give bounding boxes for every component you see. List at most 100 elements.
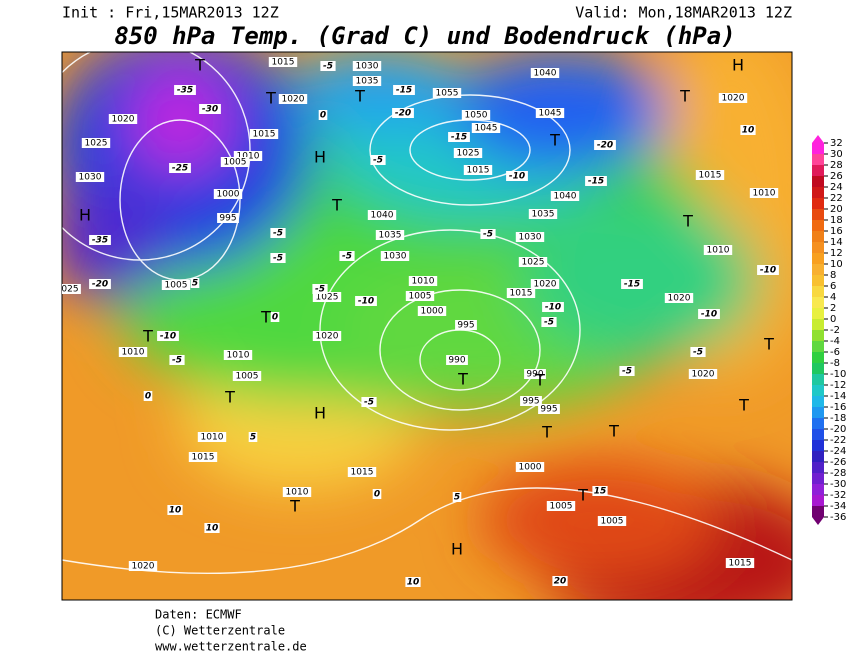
pressure-center: H (732, 56, 744, 75)
isobar-label: 1005 (601, 517, 624, 527)
pressure-center: T (577, 486, 588, 505)
isobar-label: 1030 (384, 252, 407, 262)
isobar-label: 990 (526, 370, 543, 380)
temperature-label-box (318, 110, 328, 120)
isobar-label-box (432, 88, 462, 98)
isobar-label: 1005 (224, 158, 247, 168)
isobar-label: 1010 (122, 348, 145, 358)
isobar-label: 1010 (227, 351, 250, 361)
copyright: (C) Wetterzentrale (155, 624, 285, 638)
map-field (62, 52, 792, 600)
isobar-label-box (528, 209, 558, 219)
temperature-label-box (89, 279, 111, 289)
isobar-label-box (664, 293, 694, 303)
temperature-label: 10 (206, 524, 219, 534)
colorbar-cell (812, 220, 824, 231)
temperature-label: -5 (315, 285, 325, 295)
pressure-center: T (265, 89, 276, 108)
colorbar-cell (812, 231, 824, 242)
isobar-label: 990 (448, 356, 465, 366)
colorbar-label: -6 (830, 347, 840, 358)
isobar-label-box (352, 61, 382, 71)
isobar-label: 1020 (112, 115, 135, 125)
temperature-label: -20 (597, 141, 613, 151)
isobar-label: 1015 (351, 468, 374, 478)
isobar-label-box (128, 561, 158, 571)
isobar-label: 1020 (722, 94, 745, 104)
temperature-label-box (361, 397, 377, 407)
isobar-label-box (524, 369, 546, 379)
isobar-label: 995 (522, 397, 539, 407)
pressure-center: T (354, 87, 365, 106)
temperature-label: -25 (172, 164, 188, 174)
temperature-label: -5 (273, 254, 283, 264)
temperature-label: -5 (323, 62, 333, 72)
colorbar-label: 16 (830, 226, 843, 237)
isobar-label-box (312, 292, 342, 302)
colorbar-arrow-bottom (812, 517, 824, 525)
isobar-label: 1010 (237, 152, 260, 162)
temperature-label-box (143, 391, 153, 401)
colorbar-cell (812, 440, 824, 451)
temperature-label-box (167, 505, 183, 515)
temperature-label: 10 (169, 506, 182, 516)
colorbar-label: -14 (830, 391, 846, 402)
isobar-label-box (455, 320, 477, 330)
isobar-label: 1015 (272, 58, 295, 68)
temperature-label-box (370, 155, 386, 165)
temperature-label-box (169, 163, 191, 173)
colorbar-label: -10 (830, 369, 846, 380)
isobar-label-box (515, 462, 545, 472)
isobar-label: 1010 (286, 488, 309, 498)
temperature-label: -10 (358, 297, 374, 307)
temperature-label: -5 (364, 398, 374, 408)
isobar-label-box (405, 291, 435, 301)
temperature-label-box (480, 229, 496, 239)
temperature-label: 10 (742, 126, 755, 136)
isobar-label-box (453, 148, 483, 158)
colorbar-cell (812, 462, 824, 473)
pressure-center: T (541, 423, 552, 442)
isobar-label: 1000 (421, 307, 444, 317)
isobar-label-box (461, 110, 491, 120)
temperature-label: 5 (454, 493, 460, 503)
temperature-label-box (542, 302, 564, 312)
isobar-label: 1030 (356, 62, 379, 72)
temperature-label: -30 (202, 105, 218, 115)
colorbar-label: -34 (830, 501, 846, 512)
temperature-label: -10 (701, 310, 717, 320)
isobar-label: 1020 (692, 370, 715, 380)
isobar-label-box (749, 188, 779, 198)
colorbar-cell (812, 275, 824, 286)
isobar-label-box (161, 280, 191, 290)
isobar-label: 1035 (379, 231, 402, 241)
isobar-label: 1040 (534, 69, 557, 79)
colorbar-label: -16 (830, 402, 846, 413)
temperature-label-box (452, 492, 462, 502)
temperature-label-box (199, 104, 221, 114)
valid-time: Valid: Mon,18MAR2013 12Z (575, 4, 792, 22)
pressure-center: T (142, 327, 153, 346)
temperature-label: 5 (250, 433, 256, 443)
isobar-label-box (515, 232, 545, 242)
isobar-label-box (367, 210, 397, 220)
colorbar-label: -4 (830, 336, 840, 347)
isobar-label-box (233, 151, 263, 161)
colorbar-cell (812, 319, 824, 330)
colorbar-cell (812, 154, 824, 165)
isobar-label-box (446, 355, 468, 365)
temperature-label: 0 (145, 392, 151, 402)
isobar-label-box (518, 257, 548, 267)
isobar-label-box (249, 129, 279, 139)
temperature-label: -35 (92, 236, 108, 246)
map-labels: 1015 103010351020105510401050104510451020… (62, 56, 779, 588)
isobar-label-box (197, 432, 227, 442)
isobar-label-box (352, 76, 382, 86)
temperature-label: 0 (272, 313, 278, 323)
isobar-label: 1015 (699, 171, 722, 181)
temperature-label: 20 (554, 577, 567, 587)
isobar-label-box (223, 350, 253, 360)
isobar-label: 1030 (79, 173, 102, 183)
isobar-label-box (375, 230, 405, 240)
